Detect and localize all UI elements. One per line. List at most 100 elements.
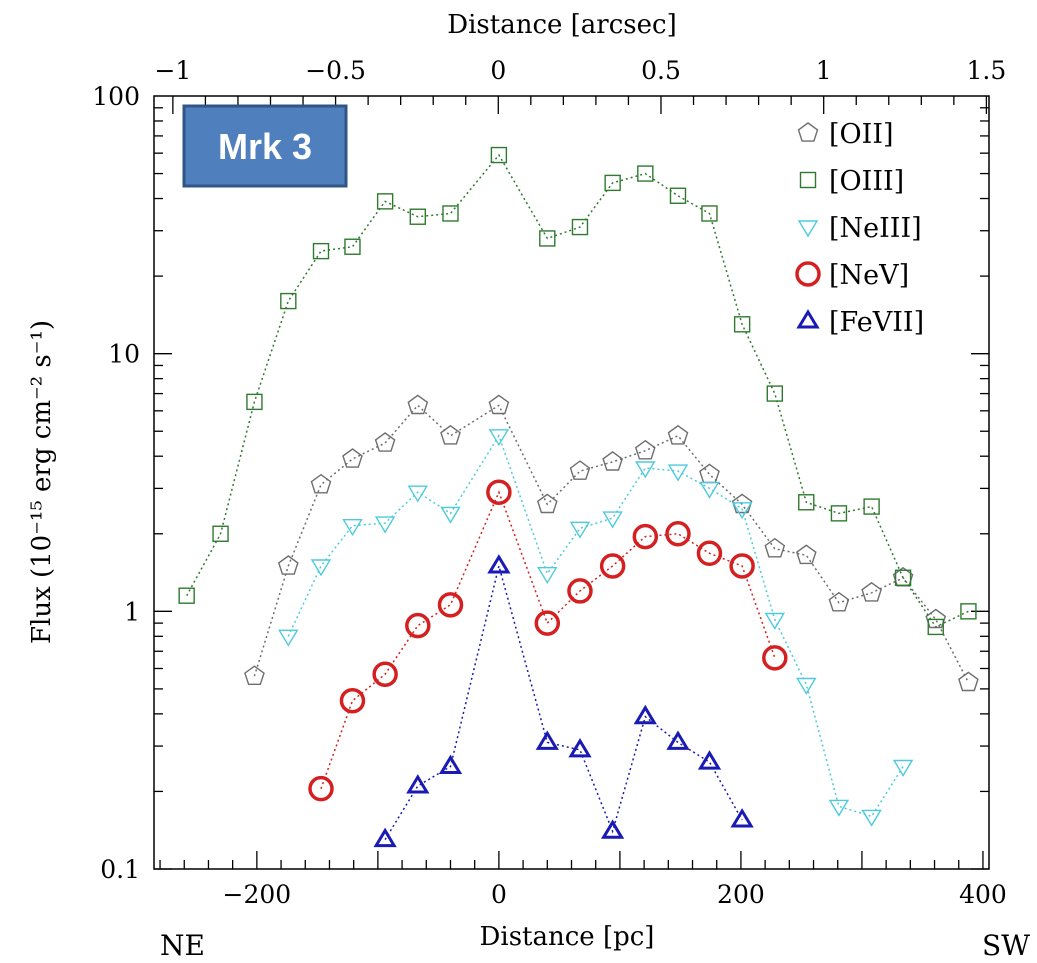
x-tick-label: 0 [491, 880, 507, 909]
data-point [534, 610, 561, 636]
legend-label: [OII] [829, 119, 894, 150]
data-point [599, 553, 626, 579]
legend-label: [NeIII] [829, 213, 922, 244]
data-point [958, 671, 979, 692]
x-tick-label: 400 [959, 880, 1007, 909]
data-point [667, 464, 689, 482]
legend-label: [NeV] [829, 260, 909, 291]
y-tick-label: 0.1 [100, 855, 140, 884]
data-point [407, 394, 429, 415]
y-tick-label: 100 [92, 82, 140, 111]
data-point [440, 506, 461, 524]
legend-label: [OIII] [829, 166, 904, 197]
data-point [602, 451, 624, 471]
object-badge: Mrk 3 [182, 104, 348, 188]
data-point [537, 567, 558, 585]
legend-marker [797, 122, 819, 142]
x2-tick-label: −1 [154, 56, 191, 85]
legend-marker [795, 261, 821, 287]
data-point [894, 569, 912, 586]
data-point [925, 608, 947, 629]
y-tick-label: 1 [124, 597, 140, 626]
data-point [406, 774, 430, 794]
series-line [186, 153, 969, 628]
data-point [405, 612, 431, 639]
data-point [488, 394, 510, 415]
data-point [830, 505, 848, 522]
data-point [374, 516, 396, 534]
legend-label: [FeVII] [829, 307, 924, 338]
data-point [372, 661, 398, 687]
data-point [604, 174, 621, 192]
data-point [342, 519, 363, 537]
data-point [442, 205, 459, 222]
x2-tick-label: 1 [816, 56, 832, 85]
legend-entry: [NeV] [795, 260, 909, 291]
ticks-layer [154, 96, 989, 870]
data-point [569, 460, 591, 480]
data-point [488, 429, 510, 447]
data-point [764, 612, 786, 630]
data-point [696, 540, 723, 567]
data-point [212, 525, 229, 542]
data-point [487, 554, 511, 574]
data-point [490, 146, 508, 164]
data-point [666, 730, 690, 750]
data-point [762, 645, 788, 671]
data-point [376, 193, 394, 210]
data-point [927, 618, 944, 636]
data-point [861, 809, 882, 827]
data-point [535, 730, 559, 750]
series-line [253, 404, 970, 683]
legend-entry: [NeIII] [797, 213, 922, 244]
data-point [863, 498, 880, 515]
x2-tick-label: −0.5 [305, 56, 366, 85]
legend-marker [799, 171, 817, 189]
data-point [486, 479, 512, 505]
y-axis-title: Flux (10⁻¹⁵ erg cm⁻² s⁻¹) [27, 320, 57, 644]
legend-entry: [OII] [797, 119, 894, 150]
data-point [600, 819, 625, 839]
data-point [635, 461, 656, 479]
data-point [764, 537, 786, 558]
x2-axis-title: Distance [arcsec] [447, 10, 676, 40]
data-point [373, 827, 397, 848]
legend: [OII] [OIII] [NeIII] [NeV] [FeVII] [795, 119, 924, 338]
data-point [960, 603, 977, 620]
series-2 [278, 429, 914, 827]
data-point [246, 393, 263, 411]
x2-tick-label: 0 [490, 56, 506, 85]
data-point [244, 665, 265, 685]
data-point [632, 523, 659, 550]
data-point [733, 316, 751, 333]
series-line [320, 490, 776, 789]
series-layer [178, 146, 979, 848]
data-point [602, 511, 623, 529]
data-point [571, 218, 589, 236]
data-point [665, 521, 691, 547]
data-point [892, 759, 914, 777]
data-point [828, 799, 850, 817]
data-point [339, 687, 366, 714]
data-point [438, 754, 463, 774]
data-point [342, 448, 363, 468]
x2-tick-label: 0.5 [641, 56, 681, 85]
data-point [699, 481, 720, 499]
data-point [277, 555, 299, 575]
series-0 [244, 394, 979, 692]
data-point [634, 439, 656, 460]
series-1 [178, 146, 977, 636]
data-point [178, 587, 195, 604]
x-tick-label: 200 [717, 880, 765, 909]
object-badge-label: Mrk 3 [218, 126, 312, 167]
legend-marker [797, 220, 819, 238]
data-point [310, 473, 332, 494]
data-point [633, 704, 657, 725]
object-badge-box [182, 104, 348, 188]
data-point [795, 544, 817, 565]
data-point [440, 424, 461, 445]
legend-marker [796, 309, 820, 329]
data-point [637, 165, 654, 182]
legend-entry: [OIII] [799, 166, 904, 197]
